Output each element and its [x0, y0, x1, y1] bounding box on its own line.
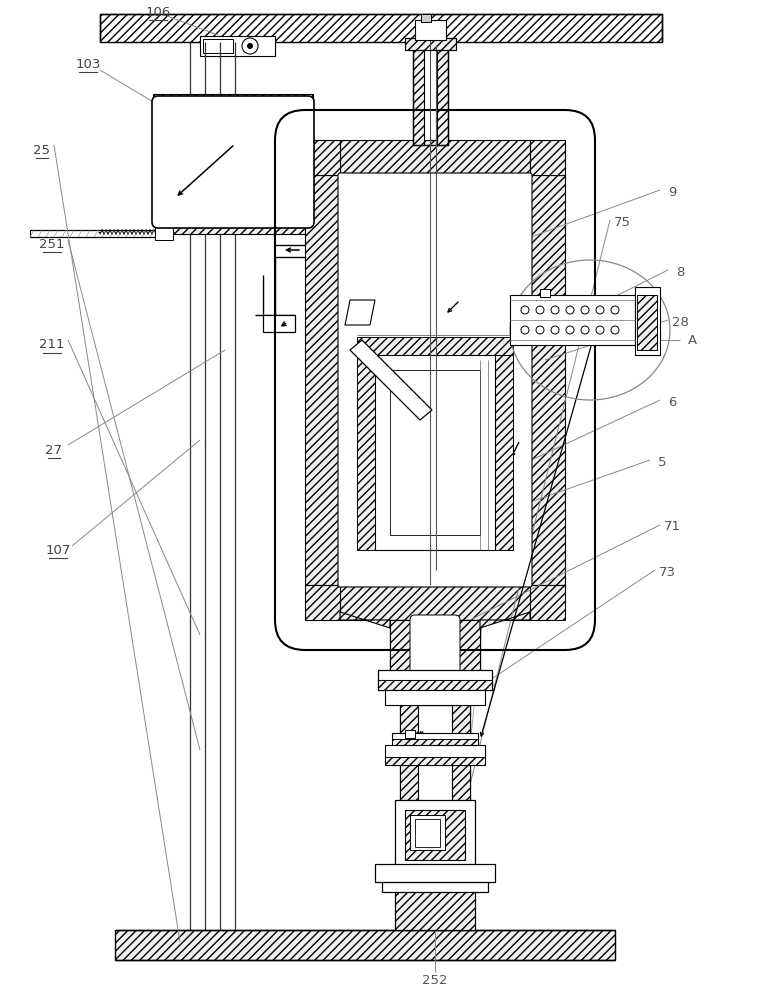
Bar [153, 94, 313, 112]
Polygon shape [480, 612, 530, 628]
Text: 27: 27 [46, 444, 62, 456]
Text: 103: 103 [75, 57, 101, 70]
Bar [413, 45, 424, 145]
Text: 211: 211 [40, 338, 65, 352]
Bar [400, 705, 470, 805]
Bar [357, 350, 375, 550]
Bar [100, 14, 662, 42]
Bar [115, 930, 615, 960]
Text: 28: 28 [671, 316, 688, 328]
Text: 106: 106 [146, 5, 171, 18]
Bar [437, 45, 448, 145]
Bar [380, 865, 490, 877]
Bar [405, 730, 415, 738]
Bar [305, 585, 340, 620]
Bar [530, 140, 565, 175]
Text: 73: 73 [658, 566, 675, 580]
Text: 9: 9 [668, 186, 676, 198]
Bar [400, 705, 418, 805]
Text: A: A [687, 334, 696, 347]
Polygon shape [350, 340, 432, 420]
Polygon shape [263, 315, 295, 332]
Bar [390, 370, 480, 535]
Bar [392, 733, 478, 745]
Bar [305, 140, 340, 175]
Bar [378, 670, 492, 690]
Text: 252: 252 [422, 974, 448, 986]
Bar [637, 295, 657, 350]
Bar [405, 38, 456, 50]
Text: 251: 251 [40, 237, 65, 250]
Bar [340, 585, 530, 620]
Bar [392, 875, 478, 890]
Bar [395, 800, 475, 865]
Bar [530, 585, 565, 620]
Bar [540, 289, 550, 297]
Bar [382, 880, 488, 892]
Text: 6: 6 [668, 395, 676, 408]
FancyBboxPatch shape [338, 173, 532, 587]
Bar [378, 680, 492, 690]
Bar [200, 36, 275, 56]
Bar [455, 620, 480, 690]
Bar [340, 140, 530, 175]
Text: 8: 8 [676, 266, 684, 279]
Bar [385, 745, 485, 765]
FancyBboxPatch shape [152, 96, 314, 228]
Bar [375, 864, 495, 882]
Text: 107: 107 [45, 544, 71, 556]
Bar [452, 705, 470, 805]
Bar [415, 819, 440, 847]
Circle shape [247, 43, 253, 49]
Bar [357, 337, 513, 355]
Bar [390, 620, 480, 690]
Bar [385, 690, 485, 705]
Bar [405, 810, 465, 860]
Bar [495, 350, 513, 550]
Bar [635, 287, 660, 355]
Bar [392, 739, 478, 745]
Polygon shape [340, 612, 390, 628]
Bar [158, 220, 308, 234]
FancyBboxPatch shape [410, 615, 460, 675]
Bar [305, 175, 340, 585]
Bar [390, 620, 415, 690]
Bar [410, 815, 445, 850]
Text: 5: 5 [658, 456, 666, 470]
Text: 71: 71 [664, 520, 680, 534]
Bar [405, 38, 456, 50]
Bar [413, 45, 448, 145]
Polygon shape [345, 300, 375, 325]
Bar [530, 175, 565, 585]
Bar [203, 39, 233, 53]
Text: 25: 25 [34, 143, 50, 156]
Bar [415, 20, 446, 40]
Bar [421, 14, 431, 22]
Text: 75: 75 [613, 216, 630, 229]
Bar [385, 757, 485, 765]
Bar [155, 224, 173, 240]
Bar [375, 355, 495, 550]
Bar [510, 295, 635, 345]
Bar [395, 885, 475, 930]
